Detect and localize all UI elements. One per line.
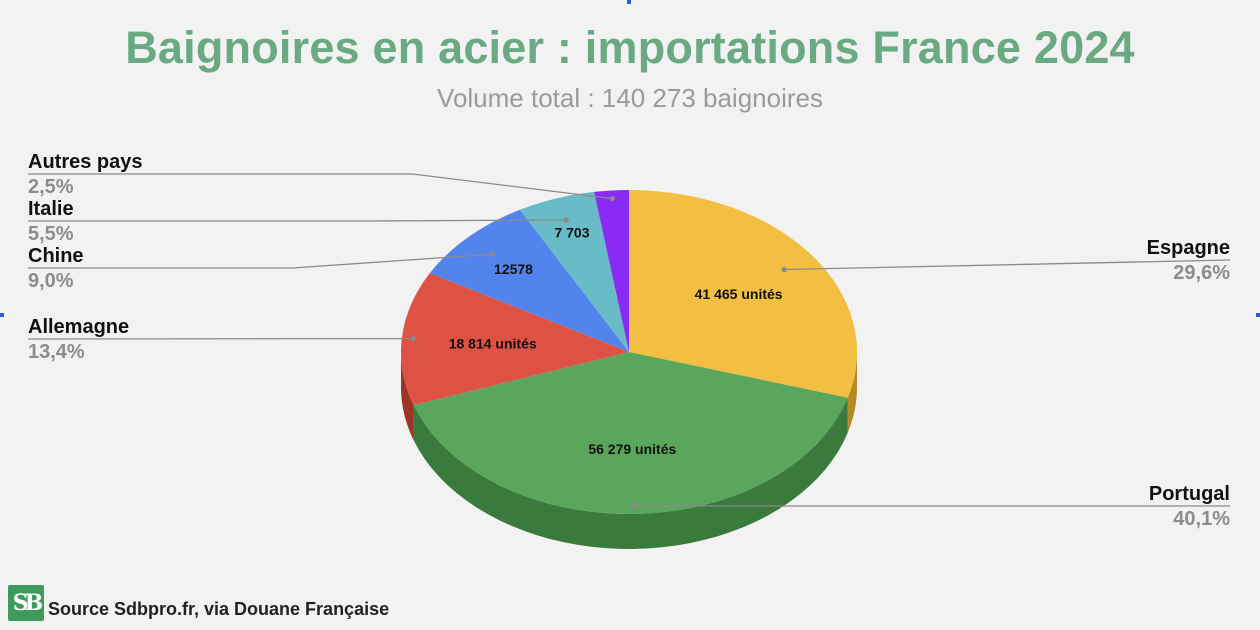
legend-percent-3: 9,0%	[28, 270, 74, 292]
legend-name-1: Portugal	[1149, 483, 1230, 505]
pie-side-0	[847, 352, 857, 433]
source-text: Source Sdbpro.fr, via Douane Française	[48, 599, 390, 619]
callout-dot-0	[781, 266, 787, 273]
legend-name-5: Autres pays	[28, 151, 143, 173]
callout-line-3	[28, 253, 493, 269]
pie-side-2	[401, 352, 414, 441]
legend-name-2: Allemagne	[28, 316, 129, 338]
legend-name-4: Italie	[28, 198, 74, 220]
data-label-3: 12578	[494, 261, 533, 277]
pie-slice-allemagne	[400, 273, 629, 406]
data-label-1: 56 279 unités	[588, 441, 676, 457]
callout-line-5	[28, 173, 613, 200]
callout-line-4	[28, 219, 567, 222]
chart-title: Baignoires en acier : importations Franc…	[125, 22, 1135, 73]
callout-dot-2	[410, 336, 416, 342]
data-label-2: 18 814 unités	[449, 336, 537, 352]
pie-slice-espagne	[629, 190, 857, 398]
pie-slice-italie	[519, 191, 629, 352]
pie-top	[400, 190, 857, 514]
pie-data-labels: 41 465 unités 56 279 unités 18 814 unités 1…	[449, 224, 783, 457]
callout-line-0	[784, 259, 1231, 271]
selection-handle-top	[627, 0, 631, 4]
callout-dot-4	[563, 217, 569, 223]
legend-percent-0: 29,6%	[1173, 262, 1230, 284]
source-footer: SB Source Sdbpro.fr, via Douane Français…	[8, 585, 389, 621]
legend-name-0: Espagne	[1147, 237, 1230, 259]
pie-side-walls	[401, 352, 857, 549]
sdbpro-logo-icon: SB	[8, 585, 44, 621]
callout-dot-5	[609, 196, 616, 202]
data-label-0: 41 465 unités	[695, 286, 783, 302]
selection-handle-right	[1256, 313, 1260, 317]
pie-slice-autres-pays	[594, 190, 629, 352]
data-label-4: 7 703	[554, 224, 589, 240]
legend-percent-5: 2,5%	[28, 176, 74, 198]
legend-percent-4: 5,5%	[28, 223, 74, 245]
callout-dot-1	[631, 503, 637, 509]
pie-callouts: Espagne 29,6% Portugal 40,1% Allemagne 13,4% C…	[27, 151, 1231, 530]
selection-handle-left	[0, 313, 4, 317]
pie-slice-portugal	[413, 352, 848, 514]
legend-percent-1: 40,1%	[1173, 508, 1230, 530]
chart-subtitle: Volume total : 140 273 baignoires	[437, 83, 823, 113]
legend-percent-2: 13,4%	[28, 341, 85, 363]
pie-side-1	[413, 397, 848, 549]
pie-slice-chine	[429, 209, 629, 352]
callout-dot-3	[490, 251, 496, 257]
legend-name-3: Chine	[28, 245, 84, 267]
